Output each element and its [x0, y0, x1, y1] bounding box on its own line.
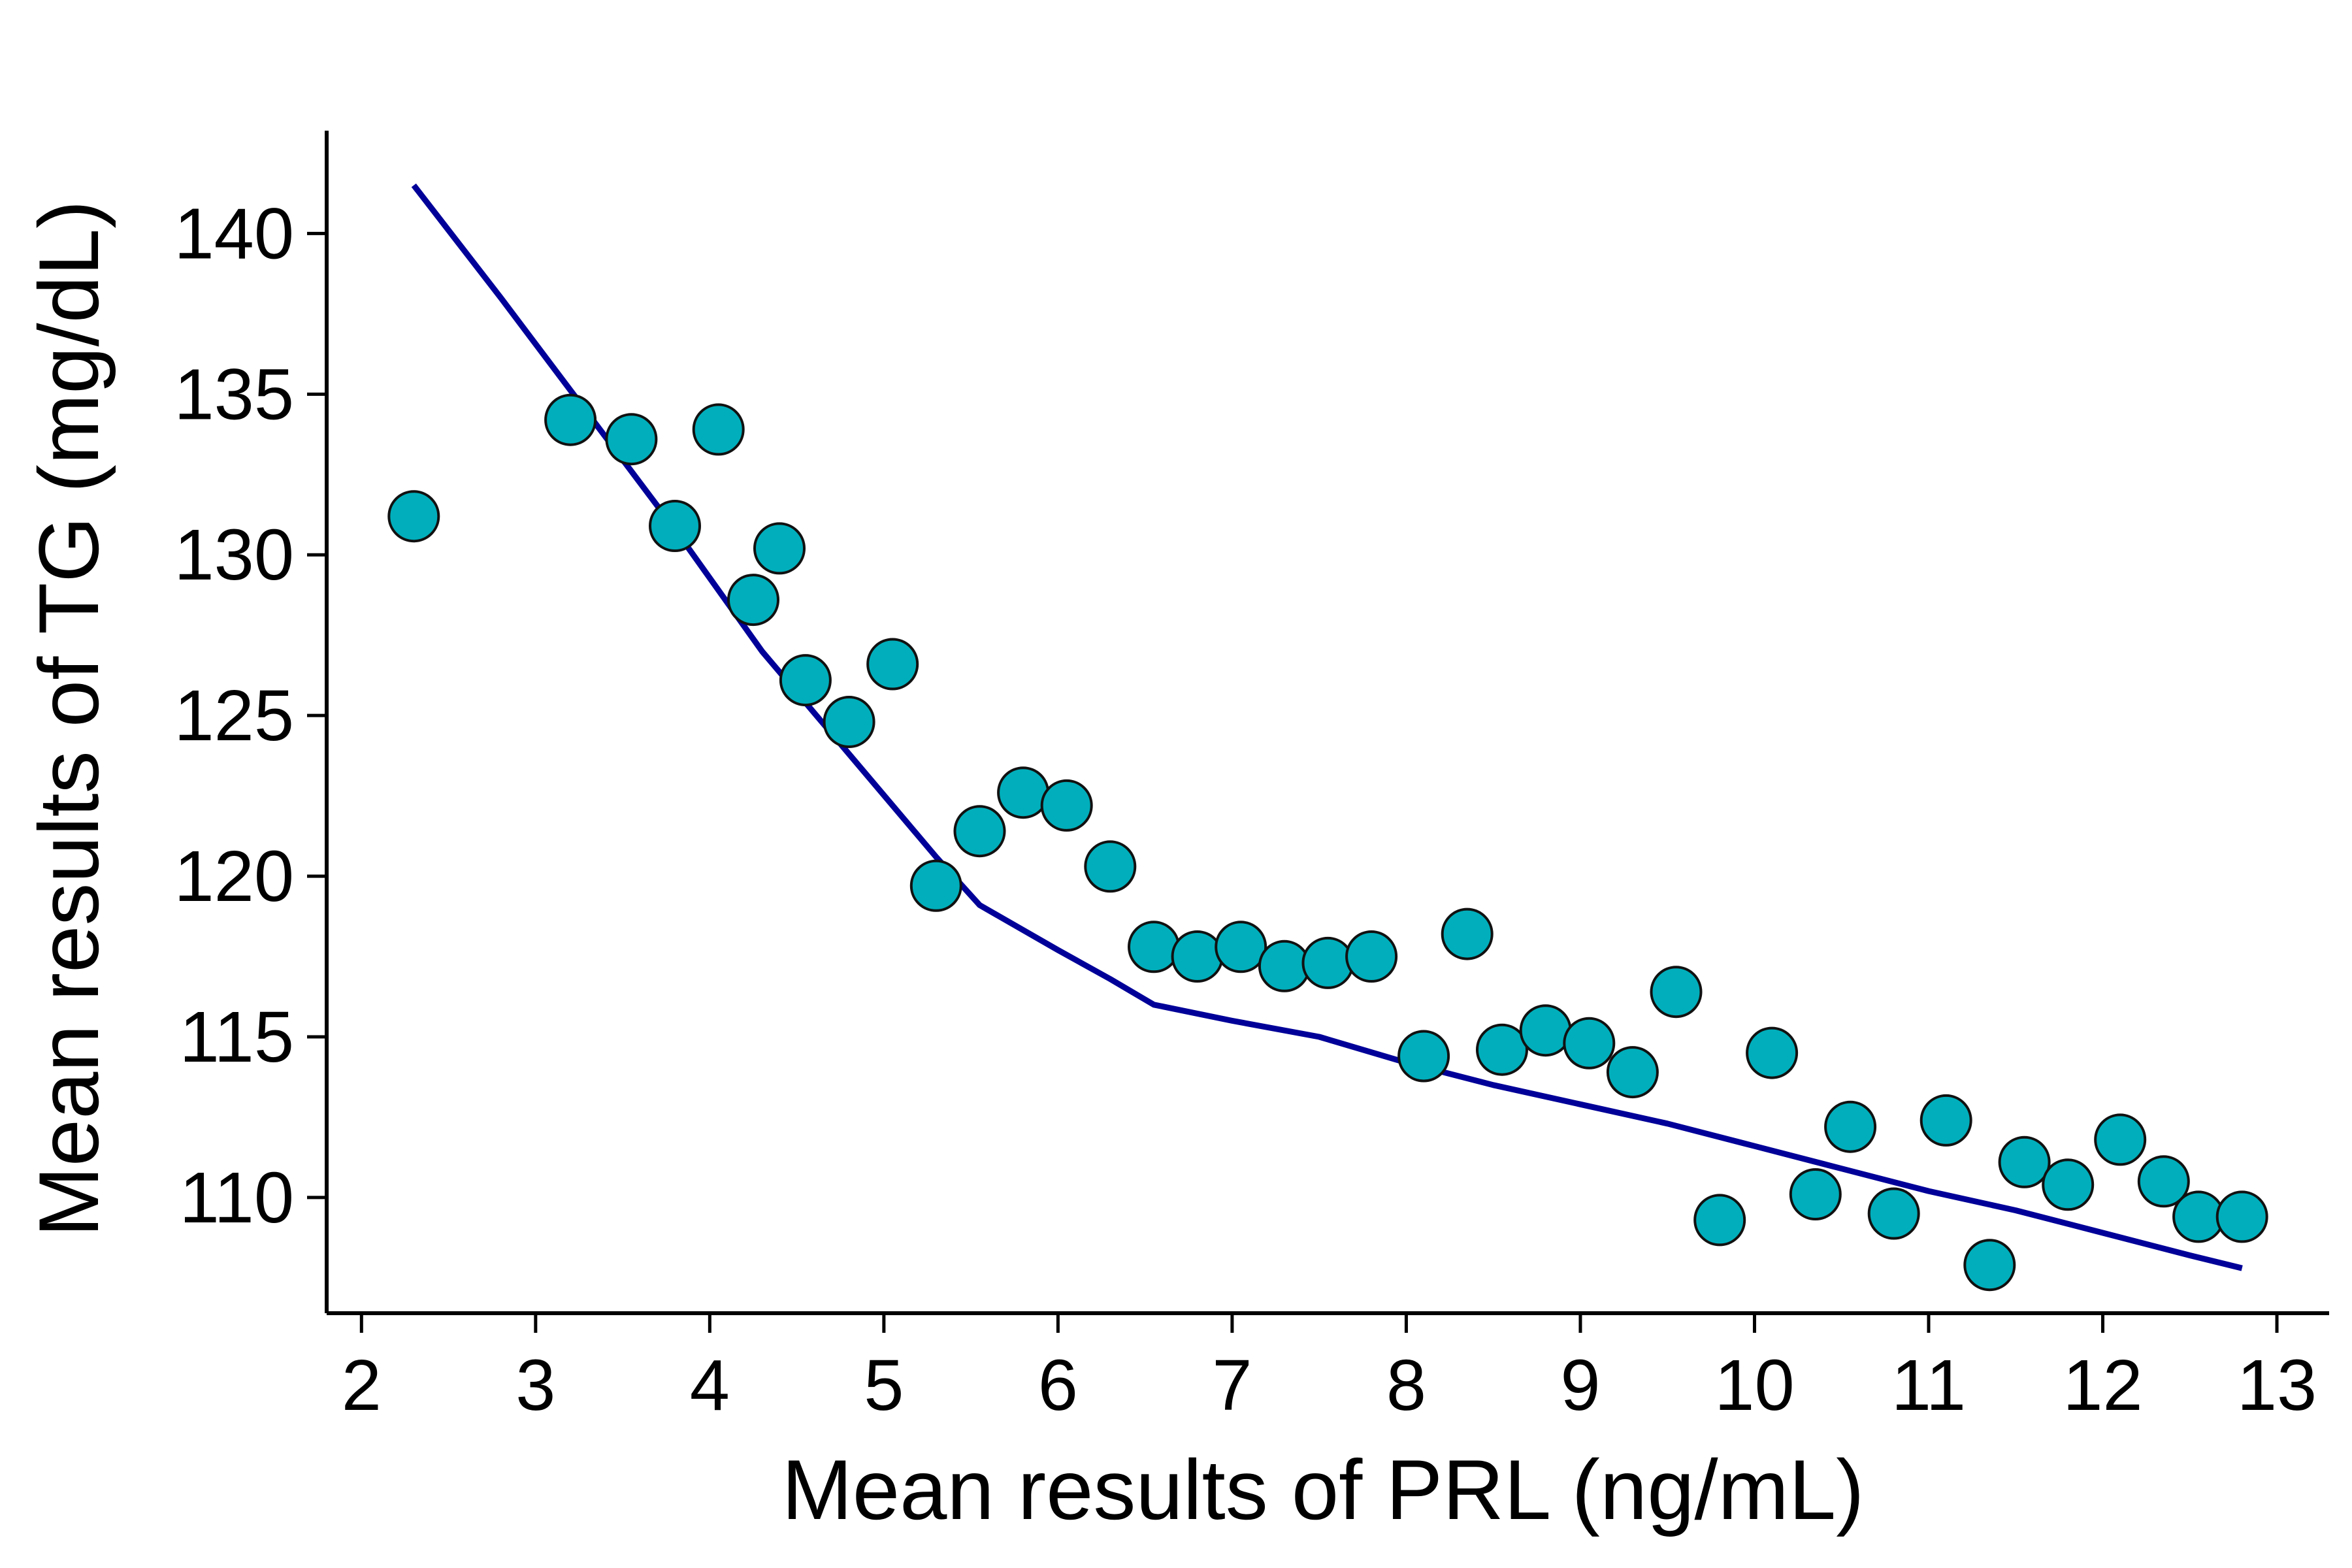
- data-point: [1345, 930, 1398, 983]
- data-point: [779, 654, 832, 707]
- x-tick-label: 10: [1714, 1345, 1794, 1426]
- x-axis-ticks: 2 3 4 5 6 7 8 9 10 11 12 13: [342, 1313, 2317, 1426]
- fit-line-layer: [411, 183, 2243, 1271]
- x-tick-label: 5: [864, 1345, 904, 1426]
- data-point: [1476, 1023, 1528, 1076]
- data-point: [2137, 1155, 2190, 1208]
- data-points-layer: [387, 393, 2268, 1292]
- data-point: [1824, 1100, 1877, 1153]
- data-point: [692, 403, 745, 456]
- data-point: [727, 574, 779, 627]
- x-tick-label: 12: [2063, 1345, 2142, 1426]
- data-point: [1258, 939, 1311, 992]
- x-tick-label: 2: [342, 1345, 382, 1426]
- data-point: [1563, 1017, 1616, 1070]
- data-point: [649, 500, 701, 552]
- x-tick-label: 11: [1891, 1345, 1966, 1426]
- data-point: [1963, 1239, 2016, 1292]
- y-tick-label: 120: [174, 836, 294, 917]
- data-point: [1693, 1194, 1746, 1247]
- y-tick-label: 140: [174, 193, 294, 274]
- data-point: [866, 638, 919, 691]
- data-point: [605, 413, 658, 466]
- data-point: [2215, 1190, 2268, 1243]
- data-point: [2042, 1158, 2095, 1211]
- data-point: [753, 522, 806, 575]
- data-point: [1215, 921, 1267, 973]
- data-point: [1128, 921, 1180, 973]
- y-tick-label: 135: [174, 354, 294, 434]
- x-tick-label: 4: [690, 1345, 730, 1426]
- data-point: [1397, 1030, 1450, 1083]
- x-tick-label: 3: [515, 1345, 555, 1426]
- data-point: [1746, 1026, 1799, 1079]
- data-point: [1998, 1135, 2051, 1188]
- data-point: [2094, 1113, 2147, 1166]
- x-axis-title: Mean results of PRL (ng/mL): [782, 1442, 1865, 1537]
- y-tick-label: 130: [174, 515, 294, 595]
- data-point: [1519, 1004, 1572, 1057]
- data-point: [953, 805, 1006, 858]
- y-tick-label: 115: [180, 997, 294, 1077]
- data-point: [387, 490, 440, 543]
- data-point: [997, 766, 1050, 819]
- data-point: [909, 859, 962, 912]
- data-point: [1301, 936, 1354, 989]
- data-point: [823, 696, 875, 748]
- data-point: [544, 393, 597, 446]
- data-point: [1606, 1046, 1659, 1099]
- x-tick-label: 13: [2237, 1345, 2317, 1426]
- fit-line: [411, 183, 2243, 1271]
- data-point: [1789, 1168, 1842, 1220]
- x-tick-label: 7: [1212, 1345, 1252, 1426]
- x-tick-label: 6: [1038, 1345, 1078, 1426]
- y-tick-label: 125: [174, 676, 294, 756]
- x-tick-label: 8: [1386, 1345, 1426, 1426]
- data-point: [1171, 930, 1224, 983]
- x-tick-label: 9: [1560, 1345, 1600, 1426]
- data-point: [1867, 1187, 1920, 1240]
- data-point: [1650, 966, 1703, 1019]
- data-point: [1919, 1094, 1972, 1147]
- y-axis-title: Mean results of TG (mg/dL): [21, 200, 116, 1237]
- y-axis-ticks: 110 115 120 125 130 135 140: [174, 193, 327, 1238]
- data-point: [1040, 779, 1093, 832]
- data-point: [1084, 840, 1137, 893]
- data-point: [1441, 907, 1494, 960]
- y-tick-label: 110: [180, 1158, 294, 1238]
